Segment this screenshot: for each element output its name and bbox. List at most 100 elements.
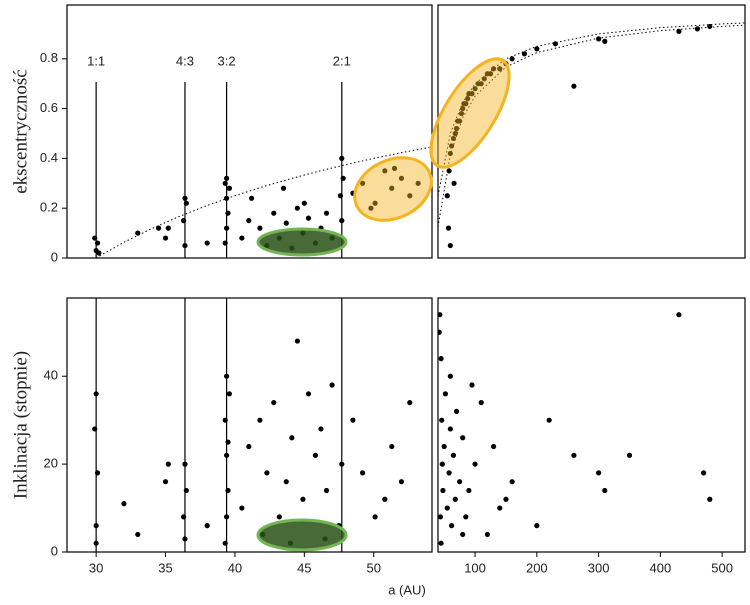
point (222, 240, 228, 246)
point (415, 180, 421, 186)
point (398, 479, 405, 485)
x-tick-label: 45 (297, 560, 311, 575)
point (226, 185, 232, 191)
point (162, 235, 169, 241)
point (94, 240, 101, 246)
x-tick-label: 40 (228, 560, 242, 575)
point (626, 452, 633, 458)
point (546, 417, 552, 423)
point (448, 523, 455, 529)
y-tick-label: 0.2 (40, 200, 58, 215)
point (460, 531, 466, 538)
point (382, 168, 388, 174)
panel (438, 22, 745, 249)
point (438, 329, 442, 335)
point (438, 356, 444, 362)
point (329, 382, 335, 388)
point (93, 540, 99, 546)
point (460, 435, 466, 441)
point (497, 66, 503, 72)
point (224, 373, 230, 379)
point (444, 193, 450, 199)
point (224, 195, 230, 201)
point (372, 514, 378, 520)
x-tick-label: 300 (588, 560, 610, 575)
x-tick-label: 400 (650, 560, 672, 575)
point (182, 461, 188, 467)
point (257, 417, 263, 423)
point (407, 193, 413, 199)
point (305, 391, 312, 397)
point (224, 514, 230, 520)
point (439, 417, 445, 423)
point (340, 175, 346, 181)
point (283, 479, 289, 485)
plot-area: 0 0.2 0.4 0.6 0.8 ekscentryczność 1:1 4:3 3:2 2:1… (10, 4, 746, 597)
panel-frame (66, 4, 433, 259)
point (389, 185, 395, 191)
point (442, 391, 449, 397)
x-tick-label: 30 (89, 560, 103, 575)
point (465, 96, 471, 102)
point (204, 240, 210, 246)
point (571, 83, 577, 89)
point (707, 496, 713, 502)
point (407, 399, 413, 406)
y-axis-title: ekscentryczność (10, 69, 31, 194)
point (676, 312, 682, 318)
point (452, 496, 458, 502)
x-tick-label: 50 (366, 560, 380, 575)
point (447, 373, 453, 379)
point (503, 496, 509, 502)
point (93, 523, 99, 529)
point (478, 81, 484, 87)
point (226, 391, 232, 397)
y-tick-label: 20 (44, 456, 58, 471)
point (182, 195, 188, 201)
point (453, 408, 460, 414)
panel-frame (66, 297, 433, 553)
point (694, 26, 701, 32)
point (239, 235, 245, 241)
point (596, 36, 602, 42)
point (701, 470, 707, 476)
point (165, 225, 171, 231)
point (305, 215, 312, 221)
point (452, 130, 458, 137)
point (257, 225, 263, 231)
highlight-ellipse (256, 518, 348, 552)
point (534, 523, 540, 529)
point (294, 338, 300, 344)
point (318, 426, 324, 432)
point (339, 218, 345, 224)
point (571, 452, 577, 458)
point (246, 218, 252, 224)
point (463, 101, 469, 107)
point (602, 487, 608, 494)
point (339, 461, 345, 467)
point (337, 193, 344, 199)
point (183, 200, 189, 206)
point (490, 66, 497, 72)
point (94, 470, 101, 476)
point (509, 479, 515, 485)
x-tick-label: 100 (464, 560, 486, 575)
point (180, 218, 187, 224)
point (301, 200, 307, 206)
point (92, 426, 98, 432)
point (490, 443, 497, 450)
point (294, 205, 300, 211)
point (96, 250, 102, 256)
x-axis-title: a (AU) (388, 582, 426, 597)
point (180, 514, 187, 520)
point (222, 417, 228, 423)
panel-frame (437, 297, 746, 553)
point (339, 155, 345, 161)
resonance-label: 4:3 (176, 53, 194, 68)
point (271, 399, 277, 406)
point (450, 452, 457, 458)
resonance-label: 1:1 (87, 53, 105, 68)
point (453, 125, 460, 132)
point (300, 496, 306, 502)
highlight-ellipse (256, 227, 348, 257)
